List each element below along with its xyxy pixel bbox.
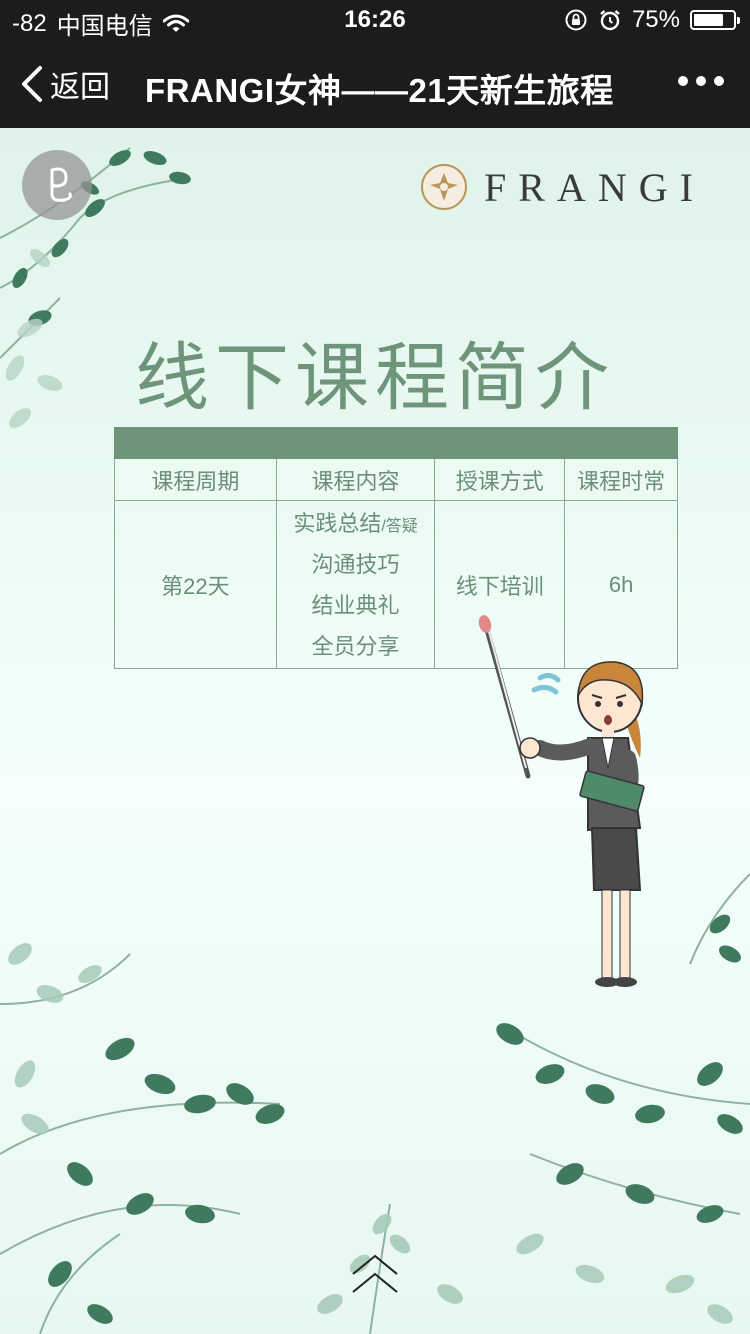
carrier-name: 中国电信 [56, 13, 153, 40]
more-dots-icon[interactable] [678, 76, 724, 86]
battery-icon [690, 10, 740, 30]
music-note-icon [50, 167, 72, 202]
back-label: 返回 [50, 71, 110, 104]
double-chevron-up-icon [352, 1254, 398, 1293]
brand-logo: FRANGI [420, 163, 705, 211]
wifi-icon [162, 14, 189, 32]
cell-content: 实践总结/答疑 沟通技巧 结业典礼 全员分享 [275, 500, 436, 669]
status-time: 16:26 [344, 6, 406, 33]
teacher-illustration [478, 615, 645, 987]
signal-strength: -82 [12, 9, 47, 37]
scroll-up-button[interactable] [350, 1252, 400, 1302]
table-row: 第22天 实践总结/答疑 沟通技巧 结业典礼 全员分享 线下培训 6h [114, 500, 678, 669]
chevron-left-icon [22, 66, 42, 102]
status-left: -82 中国电信 [12, 6, 189, 41]
frangi-emblem-icon [421, 164, 467, 210]
header-content: 课程内容 [275, 458, 436, 501]
brand-name: FRANGI [484, 164, 705, 210]
content-line-2: 沟通技巧 [311, 551, 400, 577]
leaf-decoration-bottom-right [496, 873, 750, 1324]
battery-fill [694, 14, 723, 26]
battery-percent: 75% [631, 6, 680, 33]
content-line-1: 实践总结/答疑 [293, 510, 418, 536]
header-method: 授课方式 [434, 458, 566, 501]
course-table: 课程周期 课程内容 授课方式 课程时常 第22天 实践总结/答疑 沟通技巧 结业… [114, 427, 678, 669]
nav-bar: 返回 FRANGI女神——21天新生旅程 [0, 40, 750, 128]
alarm-icon [600, 10, 620, 31]
content-line-4: 全员分享 [311, 633, 400, 659]
page-title: 线下课程简介 [135, 336, 615, 419]
status-right: 75% [564, 6, 740, 34]
leaf-decoration-bottom-center [317, 1203, 463, 1334]
status-bar: -82 中国电信 16:26 75% [0, 0, 750, 40]
leaf-decoration-bottom-left [0, 943, 285, 1334]
cell-period: 第22天 [114, 500, 277, 669]
orientation-lock-icon [565, 9, 587, 31]
page-title-bar: FRANGI女神——21天新生旅程 [145, 72, 614, 109]
content-line-3: 结业典礼 [311, 592, 400, 618]
cell-duration: 6h [564, 500, 678, 669]
main-content[interactable]: FRANGI 线下课程简介 课程周期 课程内容 授课方式 课程时常 第22天 实… [0, 128, 750, 1334]
music-toggle-button[interactable] [22, 150, 92, 220]
header-duration: 课程时常 [564, 458, 678, 501]
leaf-decoration-top-left [0, 147, 191, 428]
table-header-row: 课程周期 课程内容 授课方式 课程时常 [114, 458, 678, 501]
header-period: 课程周期 [114, 458, 277, 501]
back-button[interactable]: 返回 [20, 62, 110, 106]
table-header-bar [114, 427, 678, 459]
